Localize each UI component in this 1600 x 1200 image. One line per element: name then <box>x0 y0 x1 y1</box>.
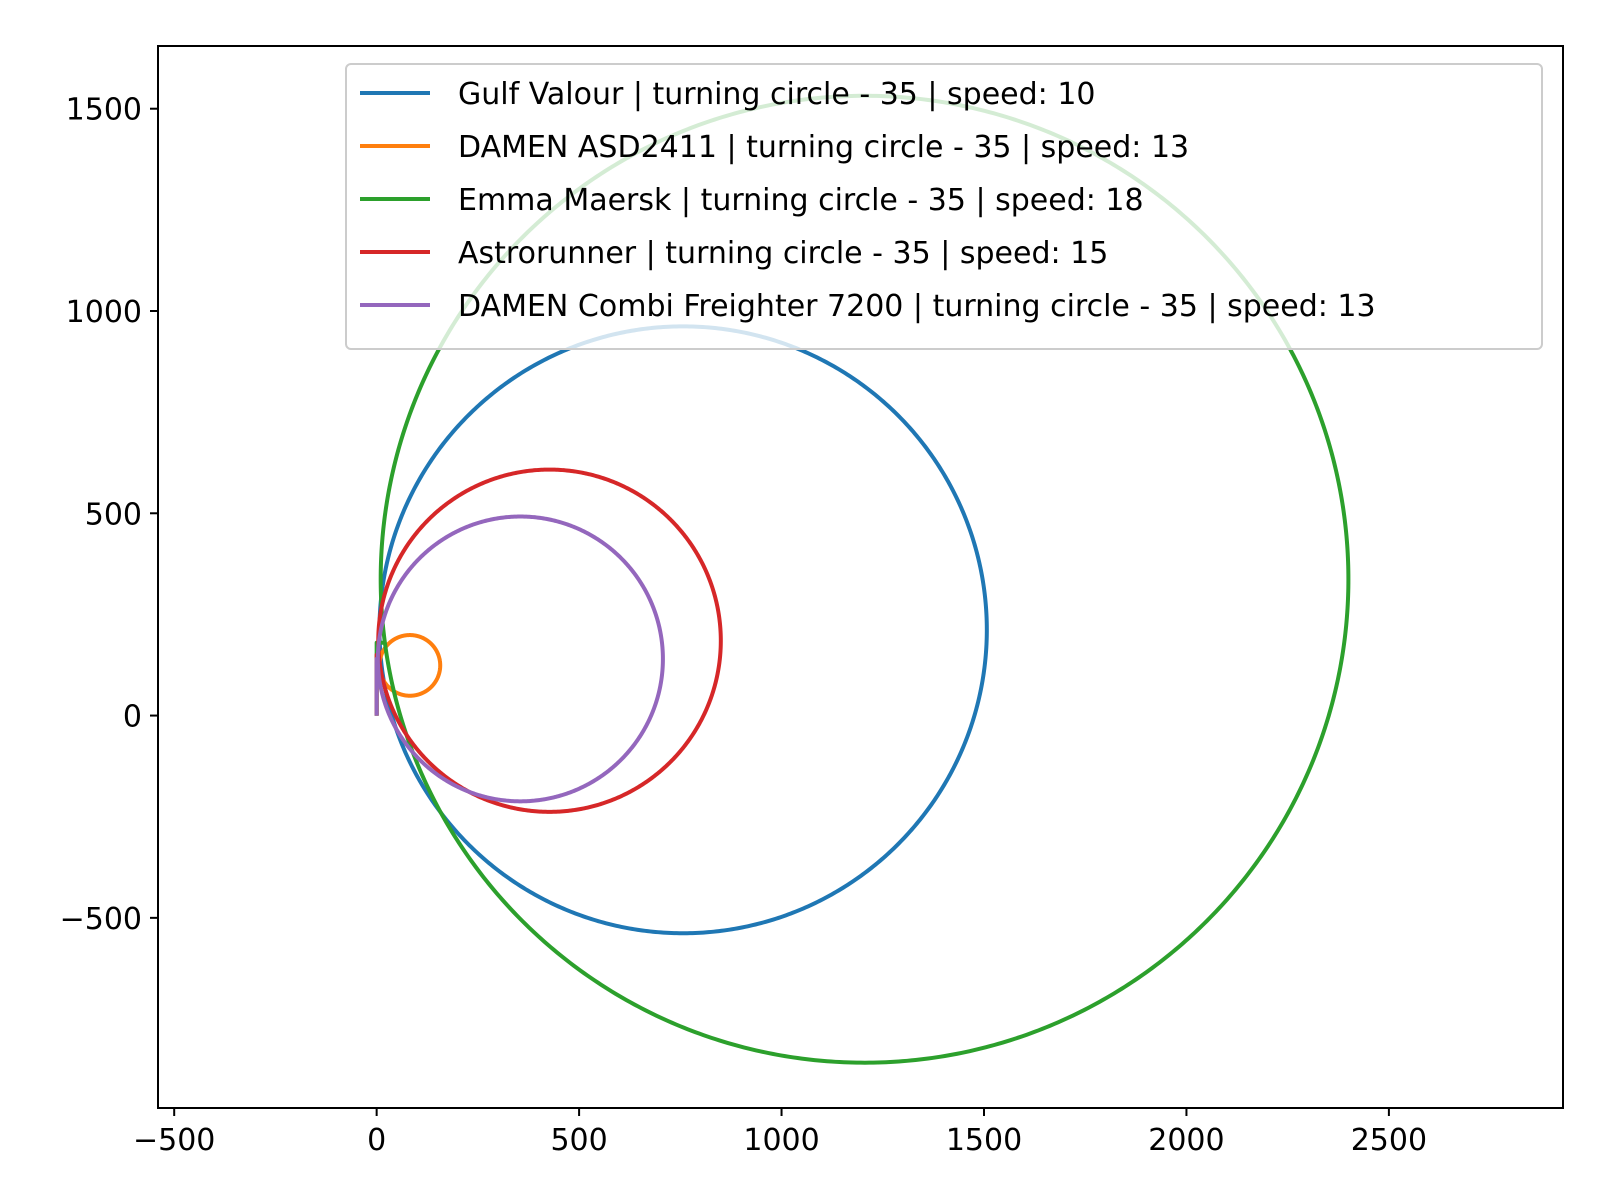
legend-entry: Emma Maersk | turning circle - 35 | spee… <box>360 183 1144 218</box>
axes-frame <box>157 45 1564 1109</box>
y-tick-label: 1500 <box>66 93 142 128</box>
legend-entry: DAMEN Combi Freighter 7200 | turning cir… <box>360 289 1376 324</box>
y-tick-label: 1000 <box>66 295 142 330</box>
series-line-5 <box>374 514 665 804</box>
y-tick-label: 0 <box>123 700 142 735</box>
legend-entry: Astrorunner | turning circle - 35 | spee… <box>360 236 1108 271</box>
x-tick-label: 0 <box>367 1123 386 1158</box>
legend-label: Emma Maersk | turning circle - 35 | spee… <box>458 183 1144 218</box>
y-tick-label: 500 <box>85 497 142 532</box>
series-line-1 <box>374 324 989 936</box>
x-tick-label: 1000 <box>743 1123 819 1158</box>
x-tick-label: 2000 <box>1148 1123 1224 1158</box>
legend-label: Gulf Valour | turning circle - 35 | spee… <box>458 77 1096 112</box>
legend-label: DAMEN ASD2411 | turning circle - 35 | sp… <box>458 130 1189 165</box>
legend-label: Astrorunner | turning circle - 35 | spee… <box>458 236 1108 271</box>
x-tick-label: 1500 <box>946 1123 1022 1158</box>
x-tick-label: −500 <box>133 1123 215 1158</box>
legend-box <box>345 63 1543 350</box>
legend-entry: Gulf Valour | turning circle - 35 | spee… <box>360 77 1096 112</box>
x-tick-label: 2500 <box>1351 1123 1427 1158</box>
legend: Gulf Valour | turning circle - 35 | spee… <box>345 63 1543 350</box>
axes-layer: −500 0 500 1000 1500 2000 2500 −500 0 500 1000 1500 <box>60 45 1564 1158</box>
legend-label: DAMEN Combi Freighter 7200 | turning cir… <box>458 289 1376 324</box>
legend-entry: DAMEN ASD2411 | turning circle - 35 | sp… <box>360 130 1189 165</box>
y-tick-label: −500 <box>60 902 142 937</box>
x-tick-label: 500 <box>550 1123 607 1158</box>
